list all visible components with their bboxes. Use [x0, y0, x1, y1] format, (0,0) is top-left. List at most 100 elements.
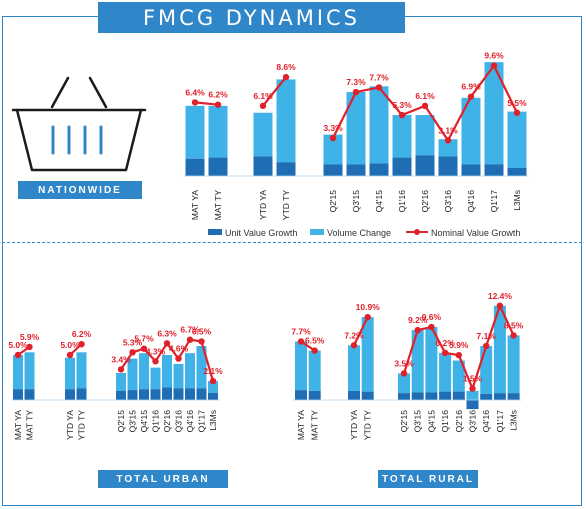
nationwide-tick-label-q2-15: Q2'15 [328, 190, 338, 213]
nationwide-tick-label-q2-16: Q2'16 [420, 190, 430, 213]
nationwide-nominal-marker-ytd-ty [282, 73, 290, 81]
nationwide-tick-label-q3-16: Q3'16 [443, 190, 453, 213]
total-urban-unit-bar-l3ms [208, 392, 218, 400]
total-urban-volume-bar-mat-ty [24, 352, 35, 390]
total-urban-data-label-q1-17: 6.5% [192, 327, 212, 337]
total-rural-nominal-marker-mat-ya [297, 338, 305, 345]
total-urban-unit-bar-q2-15 [116, 391, 126, 400]
total-urban-tick-label-q1-16: Q1'16 [151, 410, 161, 433]
total-urban-unit-bar-ytd-ya [65, 389, 75, 400]
total-rural-data-label-mat-ya: 7.7% [291, 326, 311, 336]
nationwide-data-label-q1-17: 9.6% [484, 51, 504, 61]
total-rural-data-label-q2-15: 3.5% [394, 358, 414, 368]
nationwide-volume-bar-ytd-ty [276, 79, 296, 163]
total-urban-data-label-l3ms: 2.1% [203, 366, 223, 376]
total-urban-volume-bar-mat-ya [13, 355, 23, 390]
nationwide-nominal-marker-q4-16 [467, 93, 475, 100]
total-urban-tick-label-q3-15: Q3'15 [128, 410, 138, 433]
total-rural-volume-bar-q3-16 [466, 390, 479, 400]
total-rural-volume-bar-q1-17 [493, 305, 506, 394]
nationwide-volume-bar-q4-15 [369, 86, 389, 164]
total-rural-chart: 7.7% MAT YA 6.5% MAT TY 7.2% YTD YA 10.9% YTD T… [291, 291, 523, 440]
total-urban-tick-label-q1-17: Q1'17 [197, 410, 207, 433]
nationwide-tick-label-q3-15: Q3'15 [351, 190, 361, 213]
total-rural-nominal-marker-q4-16 [483, 342, 490, 350]
total-urban-tick-label-ytd-ty: YTD TY [77, 410, 87, 440]
total-rural-data-label-l3ms: 8.5% [504, 320, 524, 330]
panel-divider [2, 242, 582, 243]
total-urban-nominal-marker-mat-ya [14, 351, 22, 359]
total-rural-unit-bar-q3-16 [466, 400, 479, 410]
total-rural-tick-label-q3-16: Q3'16 [468, 410, 478, 433]
total-urban-data-label-mat-ya: 5.0% [8, 340, 28, 350]
legend-label-volume-change: Volume Change [327, 228, 391, 238]
nationwide-volume-bar-q3-16 [438, 139, 458, 157]
nationwide-chart: 6.4% MAT YA 6.2% MAT TY 6.1% YTD YA 8.6% YTD TY… [183, 51, 529, 220]
total-urban-volume-bar-q4-15 [139, 353, 149, 390]
nationwide-nominal-marker-q2-16 [421, 102, 429, 110]
legend-label-nominal-value-growth: Nominal Value Growth [431, 228, 520, 238]
nationwide-data-label-q3-16: 3.1% [438, 125, 458, 135]
total-rural-volume-bar-mat-ya [295, 341, 307, 391]
total-rural-nominal-marker-q1-16 [441, 349, 449, 357]
total-rural-nominal-marker-ytd-ty [364, 313, 371, 321]
total-urban-volume-bar-q2-15 [116, 373, 126, 391]
total-urban-tick-label-mat-ty: MAT TY [25, 410, 35, 441]
total-rural-tick-label-q4-15: Q4'15 [426, 410, 436, 433]
total-rural-label: TOTAL RURAL [378, 470, 478, 488]
total-urban-data-label-q2-15: 3.4% [111, 354, 131, 364]
total-urban-data-label-q3-15: 5.3% [123, 337, 143, 347]
nationwide-volume-bar-q3-15 [346, 92, 366, 165]
total-rural-unit-bar-q1-16 [439, 391, 452, 400]
total-rural-tick-label-q3-15: Q3'15 [413, 410, 423, 433]
total-urban-unit-bar-q2-16 [162, 387, 172, 400]
nationwide-unit-bar-q2-15 [323, 164, 343, 176]
total-urban-volume-bar-q1-17 [196, 346, 207, 389]
total-rural-volume-bar-l3ms [507, 335, 520, 394]
total-urban-data-label-ytd-ty: 6.2% [72, 329, 92, 339]
nationwide-unit-bar-mat-ty [208, 157, 228, 176]
total-urban-unit-bar-q4-15 [139, 389, 149, 400]
nationwide-data-label-q2-15: 3.3% [323, 123, 343, 133]
nationwide-nominal-marker-q3-15 [352, 88, 360, 96]
total-urban-data-label-q1-16: 4.3% [146, 346, 166, 356]
total-urban-nominal-marker-q1-16 [152, 358, 159, 365]
total-urban-nominal-marker-q3-16 [175, 355, 182, 362]
total-rural-volume-bar-q2-15 [398, 373, 410, 394]
total-urban-chart: 5.0% MAT YA 5.9% MAT TY 5.0% YTD YA 6.2% YTD TY… [8, 325, 223, 441]
legend-marker-nominal-value-growth [414, 229, 420, 235]
total-rural-tick-label-q2-16: Q2'16 [454, 410, 464, 433]
total-rural-unit-bar-q4-16 [480, 393, 493, 400]
nationwide-data-label-mat-ya: 6.4% [185, 87, 205, 97]
nationwide-tick-label-q1-16: Q1'16 [397, 190, 407, 213]
nationwide-nominal-marker-q4-15 [375, 84, 383, 91]
total-urban-nominal-marker-q4-15 [140, 345, 148, 352]
total-rural-nominal-marker-q2-15 [400, 370, 408, 377]
total-urban-tick-label-q2-16: Q2'16 [162, 410, 172, 433]
total-urban-volume-bar-ytd-ya [65, 357, 75, 390]
nationwide-volume-bar-l3ms [507, 111, 527, 168]
nationwide-nominal-marker-l3ms [513, 109, 521, 116]
nationwide-unit-bar-ytd-ya [253, 156, 273, 176]
legend-label-unit-value-growth: Unit Value Growth [225, 228, 297, 238]
total-rural-data-label-ytd-ty: 10.9% [356, 302, 381, 312]
total-urban-nominal-marker-q2-15 [117, 366, 125, 373]
nationwide-data-label-q4-16: 6.9% [461, 82, 481, 92]
total-rural-unit-bar-ytd-ya [348, 390, 360, 400]
shopping-basket-icon [11, 76, 147, 172]
total-rural-volume-bar-q4-16 [480, 346, 493, 394]
total-rural-tick-label-q1-17: Q1'17 [495, 410, 505, 433]
total-urban-tick-label-l3ms: L3Ms [208, 410, 218, 431]
nationwide-data-label-q2-16: 6.1% [415, 91, 435, 101]
nationwide-nominal-marker-q1-17 [490, 62, 498, 69]
total-rural-data-label-q3-16: 1.5% [463, 374, 483, 384]
nationwide-volume-bar-ytd-ya [253, 112, 273, 157]
nationwide-nominal-marker-mat-ya [191, 99, 199, 106]
total-rural-volume-bar-q2-16 [452, 360, 465, 392]
total-urban-tick-label-q4-15: Q4'15 [139, 410, 149, 433]
nationwide-unit-bar-q1-17 [484, 164, 504, 176]
total-rural-volume-bar-q1-16 [439, 352, 452, 392]
total-rural-data-label-q1-17: 12.4% [488, 291, 513, 301]
